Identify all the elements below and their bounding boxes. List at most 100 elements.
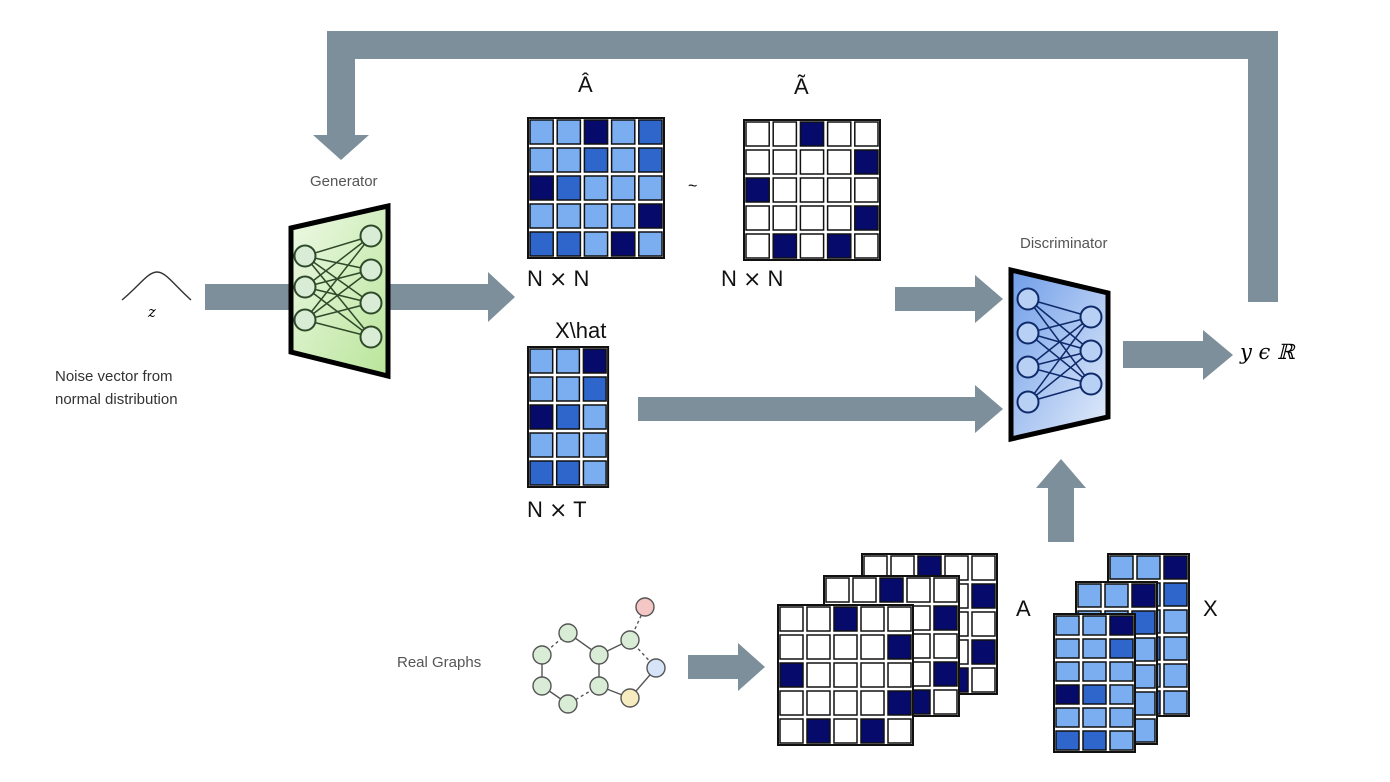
matrix-border — [527, 117, 665, 259]
matrix-cell — [555, 404, 581, 430]
matrix-cell — [933, 577, 958, 603]
matrix-cell — [933, 605, 958, 631]
matrix-cell — [779, 634, 804, 660]
matrix-cell — [1055, 661, 1080, 682]
matrix-cell — [529, 404, 554, 430]
noise-note-line1: Noise vector from — [55, 368, 173, 385]
matrix-cell — [806, 718, 831, 744]
tilde-operator: ~ — [688, 178, 698, 195]
discriminator-network — [1008, 266, 1111, 443]
matrix-cell — [860, 718, 885, 744]
a-hat-grid — [527, 117, 665, 259]
a-tilde-matrix — [743, 119, 881, 261]
matrix-cell — [610, 203, 636, 229]
generator-connection — [304, 269, 372, 321]
discriminator-neuron — [1079, 305, 1103, 329]
discriminator-neuron — [1016, 321, 1040, 345]
matrix-cell — [772, 205, 798, 231]
generator-neuron — [293, 244, 317, 268]
matrix-cell — [806, 662, 831, 688]
matrix-cell — [638, 175, 663, 201]
matrix-cell — [556, 147, 582, 173]
matrix-cell — [745, 149, 770, 175]
matrix-cell — [1131, 583, 1156, 608]
matrix-cell — [833, 690, 858, 716]
matrix-cell — [833, 634, 858, 660]
a-tilde-grid — [743, 119, 881, 261]
matrix-cell — [745, 233, 770, 259]
matrix-cell — [825, 577, 850, 603]
noise-to-generator-arrow — [205, 284, 295, 310]
matrix-cell — [806, 606, 831, 632]
discriminator-neuron — [1016, 390, 1040, 414]
output-label: y ϵ ℝ — [1240, 340, 1295, 364]
matrix-cell — [1082, 661, 1107, 682]
matrix-cell — [799, 121, 825, 147]
adjacency-to-discriminator-arrow — [895, 275, 1003, 323]
matrix-cell — [860, 606, 885, 632]
matrix-cell — [529, 231, 554, 257]
matrix-cell — [638, 119, 663, 145]
matrix-border — [743, 119, 881, 261]
matrix-cell — [906, 577, 931, 603]
matrix-cell — [556, 175, 582, 201]
matrix-cell — [529, 147, 554, 173]
matrix-cell — [772, 121, 798, 147]
matrix-cell — [1055, 638, 1080, 659]
matrix-cell — [745, 177, 770, 203]
a-tilde-dimension: N ⨯ N — [721, 266, 784, 291]
matrix-cell — [583, 231, 609, 257]
matrix-cell — [806, 634, 831, 660]
matrix-cell — [887, 634, 912, 660]
matrix-cell — [1109, 707, 1134, 728]
matrix-cell — [860, 634, 885, 660]
generator-neuron — [359, 224, 383, 248]
matrix-cell — [529, 348, 554, 374]
real-data-to-discriminator-arrow — [1036, 459, 1086, 542]
matrix-cell — [779, 690, 804, 716]
matrix-cell — [879, 577, 904, 603]
matrix-cell — [833, 718, 858, 744]
matrix-cell — [772, 149, 798, 175]
matrix-cell — [1082, 684, 1107, 705]
x-hat-label: X\hat — [555, 318, 607, 343]
matrix-cell — [833, 662, 858, 688]
matrix-cell — [799, 205, 825, 231]
noise-symbol: z — [148, 303, 156, 321]
matrix-cell — [860, 662, 885, 688]
matrix-cell — [854, 233, 879, 259]
matrix-cell — [833, 606, 858, 632]
discriminator-neuron — [1016, 355, 1040, 379]
generator-network — [288, 202, 391, 380]
generator-label: Generator — [310, 173, 378, 190]
matrix-cell — [854, 205, 879, 231]
matrix-cell — [1109, 638, 1134, 659]
generator-neuron — [293, 275, 317, 299]
matrix-cell — [933, 633, 958, 659]
matrix-cell — [887, 690, 912, 716]
matrix-cell — [529, 432, 554, 458]
real-graphs-label: Real Graphs — [397, 654, 482, 671]
matrix-border — [777, 604, 914, 746]
matrix-cell — [1163, 663, 1188, 688]
generator-neuron — [359, 258, 383, 282]
matrix-cell — [826, 149, 852, 175]
matrix-cell — [583, 147, 609, 173]
generator-neuron — [293, 308, 317, 332]
discriminator-connection — [1027, 316, 1092, 403]
matrix-cell — [1055, 707, 1080, 728]
matrix-cell — [529, 175, 554, 201]
matrix-cell — [933, 661, 958, 687]
generator-connection — [304, 235, 372, 288]
matrix-cell — [779, 662, 804, 688]
matrix-cell — [555, 460, 581, 486]
stack-x-label: X — [1203, 596, 1218, 621]
discriminator-label: Discriminator — [1020, 235, 1108, 252]
matrix-cell — [529, 376, 554, 402]
matrix-cell — [582, 348, 607, 374]
generator-connection — [304, 235, 372, 321]
features-to-discriminator-arrow — [638, 385, 1003, 433]
discriminator-connection — [1027, 350, 1092, 403]
matrix-cell — [555, 432, 581, 458]
generator-neurons — [293, 224, 383, 349]
